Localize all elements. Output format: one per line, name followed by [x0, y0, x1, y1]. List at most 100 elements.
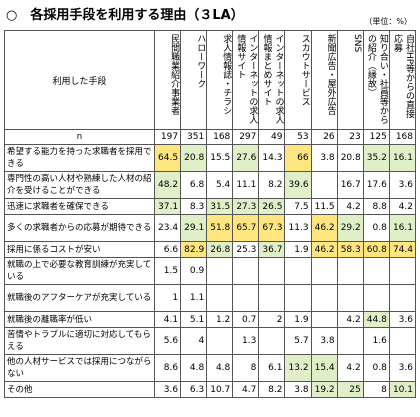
value-cell: 11.5 — [310, 198, 338, 215]
data-row: 希望する能力を持った求職者を採用できる 64.5 20.8 15.5 27.6 14.3 6… — [4, 144, 417, 172]
data-row: 迅速に求職者を確保できる 37.1 8.3 31.5 27.3 26.5 7.5 11.5 4.… — [4, 198, 417, 215]
value-cell: 19.2 — [310, 381, 338, 398]
value-cell: 26.5 — [258, 198, 286, 215]
table: 利用した手段 民間職業紹介事業者 ハローワーク 求人情報誌・チラシ インターネットの求… — [4, 30, 417, 398]
value-cell: 31.5 — [206, 198, 234, 215]
value-cell: 8.8 — [362, 198, 390, 215]
value-cell: 8.3 — [180, 198, 208, 215]
value-cell: 6.8 — [180, 171, 208, 199]
value-cell — [284, 257, 312, 285]
value-cell: 1.5 — [153, 257, 182, 285]
value-cell: 4.2 — [336, 311, 364, 328]
value-cell — [310, 171, 338, 199]
value-cell: 27.6 — [232, 144, 260, 172]
value-cell — [206, 257, 234, 285]
title: ○ 各採用手段を利用する理由（３LA） — [6, 8, 244, 23]
value-cell: 0.8 — [362, 214, 390, 242]
value-cell: 3.6 — [388, 171, 417, 199]
n-cell: 168 — [388, 129, 417, 145]
value-cell: 1.3 — [232, 327, 260, 355]
value-cell: 1.6 — [362, 327, 390, 355]
value-cell: 0.7 — [232, 311, 260, 328]
value-cell — [336, 327, 364, 355]
value-cell: 1.9 — [284, 311, 312, 328]
row-label: 多くの求職者からの応募が期待できる — [4, 214, 155, 242]
value-cell: 16.1 — [388, 214, 417, 242]
row-label: 就職後の離職率が低い — [4, 311, 155, 328]
value-cell: 64.5 — [153, 144, 182, 172]
row-label: その他 — [4, 381, 155, 398]
value-cell: 6.6 — [153, 241, 182, 258]
value-cell: 37.1 — [153, 198, 182, 215]
value-cell: 1 — [153, 284, 182, 312]
value-cell: 25 — [336, 381, 364, 398]
value-cell: 25.3 — [232, 241, 260, 258]
value-cell: 8 — [232, 354, 260, 382]
column-header: スカウトサービス — [284, 30, 312, 130]
value-cell: 44.8 — [362, 311, 390, 328]
value-cell: 3.6 — [388, 354, 417, 382]
value-cell — [388, 284, 417, 312]
value-cell: 66 — [284, 144, 312, 172]
data-row: 就職後のアフターケアが充実している 1 1.1 — [4, 284, 417, 312]
value-cell: 60.8 — [362, 241, 390, 258]
value-cell: 8.2 — [258, 381, 286, 398]
value-cell: 39.6 — [284, 171, 312, 199]
value-cell: 74.4 — [388, 241, 417, 258]
column-header: 知り合い・社員等からの紹介（縁故） — [362, 30, 390, 130]
row-label: 採用に係るコストが安い — [4, 241, 155, 258]
n-cell: 49 — [258, 129, 286, 145]
value-cell: 29.2 — [336, 214, 364, 242]
value-cell: 48.2 — [153, 171, 182, 199]
value-cell: 51.8 — [206, 214, 234, 242]
value-cell: 27.3 — [232, 198, 260, 215]
value-cell — [310, 284, 338, 312]
corner-label: 利用した手段 — [4, 30, 155, 130]
column-header: 新聞広告・屋外広告 — [310, 30, 338, 130]
row-label: 希望する能力を持った求職者を採用できる — [4, 144, 155, 172]
value-cell: 15.5 — [206, 144, 234, 172]
value-cell: 6.1 — [258, 354, 286, 382]
value-cell: 16.1 — [388, 144, 417, 172]
value-cell: 13.2 — [284, 354, 312, 382]
value-cell: 8.6 — [153, 354, 182, 382]
column-header: SNS — [336, 30, 364, 130]
value-cell: 5.4 — [206, 171, 234, 199]
n-label: n — [4, 129, 155, 145]
value-cell: 5.7 — [284, 327, 312, 355]
n-cell: 197 — [153, 129, 182, 145]
n-cell: 297 — [232, 129, 260, 145]
value-cell: 0.9 — [180, 257, 208, 285]
data-row: 多くの求職者からの応募が期待できる 23.4 29.1 51.8 65.7 67.3 11.… — [4, 214, 417, 242]
value-cell — [258, 257, 286, 285]
column-header: 民間職業紹介事業者 — [153, 30, 182, 130]
data-row: 苦情やトラブルに適切に対応してもらえる 5.6 4 1.3 5.7 3.8 1.6 — [4, 327, 417, 355]
value-cell: 46.2 — [310, 214, 338, 242]
value-cell: 5.6 — [153, 327, 182, 355]
value-cell: 1.9 — [284, 241, 312, 258]
value-cell — [284, 284, 312, 312]
value-cell — [232, 284, 260, 312]
value-cell: 67.3 — [258, 214, 286, 242]
value-cell: 65.7 — [232, 214, 260, 242]
value-cell — [206, 284, 234, 312]
value-cell: 29.1 — [180, 214, 208, 242]
value-cell: 1.1 — [180, 284, 208, 312]
value-cell: 0.8 — [362, 354, 390, 382]
value-cell: 1.2 — [206, 311, 234, 328]
data-row: 他の人材サービスでは採用につながらない 8.6 4.8 4.8 8 6.1 13.2 15.4… — [4, 354, 417, 382]
column-header: ハローワーク — [180, 30, 208, 130]
column-header: インターネットの求人情報サイト — [232, 30, 260, 130]
value-cell: 4.2 — [388, 198, 417, 215]
header-row: 利用した手段 民間職業紹介事業者 ハローワーク 求人情報誌・チラシ インターネットの求… — [4, 30, 417, 130]
data-row: 就職後の離職率が低い 4.1 5.1 1.2 0.7 2 1.9 4.2 44.8 3.6 — [4, 311, 417, 328]
value-cell: 11.1 — [232, 171, 260, 199]
value-cell: 26.8 — [206, 241, 234, 258]
value-cell: 4.7 — [232, 381, 260, 398]
n-cell: 23 — [336, 129, 364, 145]
value-cell: 3.6 — [153, 381, 182, 398]
value-cell — [362, 284, 390, 312]
value-cell — [388, 257, 417, 285]
value-cell: 3.8 — [284, 381, 312, 398]
column-header: 自社HP等からの直接応募 — [388, 30, 417, 130]
